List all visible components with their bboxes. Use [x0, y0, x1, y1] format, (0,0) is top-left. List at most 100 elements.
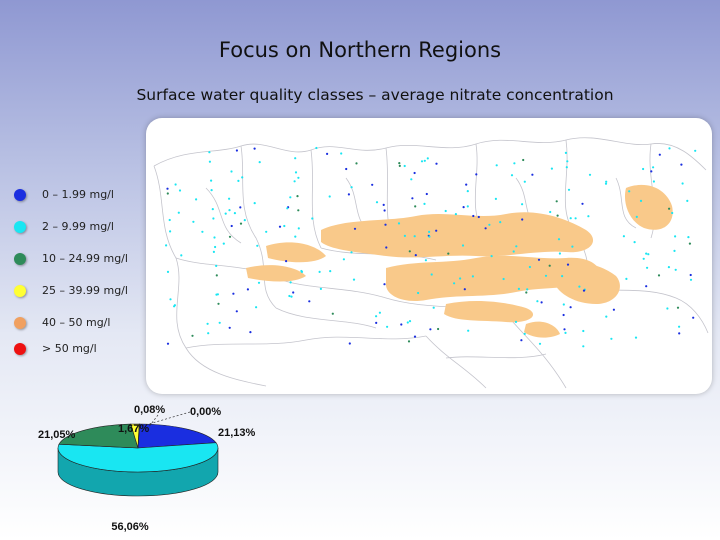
site-dot — [569, 217, 572, 220]
site-dot — [378, 311, 381, 314]
site-dot — [166, 270, 170, 273]
site-dot — [514, 320, 518, 323]
site-dot — [246, 288, 249, 291]
site-dot — [484, 227, 487, 230]
site-dot — [350, 186, 353, 189]
legend-label: > 50 mg/l — [42, 342, 97, 355]
site-dot — [488, 223, 491, 226]
site-dot — [667, 266, 671, 269]
site-dot — [642, 257, 645, 260]
site-dot — [386, 325, 389, 328]
site-dot — [228, 209, 231, 212]
site-dot — [206, 322, 209, 325]
site-dot — [571, 245, 574, 248]
site-dot — [423, 202, 426, 205]
site-dot — [253, 147, 256, 150]
legend-label: 2 – 9.99 mg/l — [42, 220, 114, 233]
legend-label: 0 – 1.99 mg/l — [42, 188, 114, 201]
site-dot — [210, 189, 213, 192]
site-dot — [165, 244, 168, 247]
site-dot — [515, 245, 518, 248]
site-dot — [604, 182, 608, 185]
site-dot — [296, 195, 299, 198]
site-dot — [288, 294, 291, 298]
site-dot — [517, 287, 520, 290]
site-dot — [345, 167, 348, 171]
site-dot — [612, 308, 615, 311]
pie-slice — [137, 423, 217, 449]
site-dot — [289, 196, 292, 199]
site-dot — [633, 241, 636, 244]
site-dot — [255, 306, 258, 309]
site-dot — [562, 303, 565, 306]
legend-color-dot — [14, 285, 26, 297]
site-dot — [375, 315, 378, 318]
site-dot — [495, 164, 498, 167]
site-dot — [673, 249, 676, 252]
site-dot — [680, 163, 683, 166]
site-dot — [208, 160, 211, 163]
site-dot — [536, 300, 539, 303]
site-dot — [513, 162, 516, 165]
site-dot — [213, 236, 216, 239]
site-dot — [531, 173, 534, 176]
site-dot — [657, 274, 661, 277]
legend-color-dot — [14, 343, 26, 355]
site-dot — [375, 321, 378, 324]
site-dot — [645, 252, 648, 255]
site-dot — [239, 206, 242, 209]
site-dot — [417, 291, 420, 295]
site-dot — [241, 176, 244, 179]
site-dot — [230, 224, 233, 228]
site-dot — [290, 295, 293, 298]
site-dot — [177, 211, 180, 214]
site-dot — [166, 187, 169, 190]
site-dot — [678, 325, 681, 328]
site-dot — [398, 162, 401, 165]
site-dot — [587, 215, 590, 218]
site-dot — [239, 222, 243, 225]
site-dot — [676, 306, 680, 309]
site-dot — [666, 307, 669, 310]
site-dot — [578, 285, 581, 288]
monitoring-sites — [165, 146, 697, 348]
pie-data-label: 21,05% — [38, 429, 76, 441]
site-dot — [329, 270, 332, 273]
site-dot — [428, 235, 431, 238]
site-dot — [510, 174, 514, 177]
site-dot — [472, 214, 475, 218]
site-dot — [447, 252, 450, 255]
site-dot — [521, 218, 524, 221]
site-dot — [426, 157, 429, 160]
site-dot — [411, 197, 414, 200]
site-dot — [582, 289, 586, 292]
site-dot — [424, 259, 427, 262]
site-dot — [605, 180, 608, 183]
legend-label: 25 – 39.99 mg/l — [42, 284, 128, 297]
site-dot — [557, 238, 561, 241]
site-dot — [208, 151, 211, 154]
site-dot — [403, 164, 406, 168]
pie-data-label: 0,00% — [190, 406, 221, 418]
site-dot — [537, 258, 541, 261]
site-dot — [353, 227, 357, 230]
site-dot — [694, 149, 697, 152]
site-dot — [215, 274, 218, 277]
site-dot — [642, 167, 645, 171]
site-dot — [563, 328, 566, 331]
site-dot — [217, 302, 220, 305]
site-dot — [523, 180, 526, 183]
site-dot — [174, 183, 177, 186]
legend-color-dot — [14, 317, 26, 329]
site-dot — [166, 192, 169, 195]
site-dot — [212, 250, 215, 253]
site-dot — [294, 157, 297, 160]
site-dot — [228, 235, 232, 238]
site-dot — [352, 278, 356, 281]
legend-item: 10 – 24.99 mg/l — [14, 251, 128, 267]
site-dot — [689, 273, 692, 277]
site-dot — [466, 190, 469, 193]
legend-item: 0 – 1.99 mg/l — [14, 187, 114, 203]
site-dot — [566, 263, 570, 266]
site-dot — [566, 160, 569, 163]
